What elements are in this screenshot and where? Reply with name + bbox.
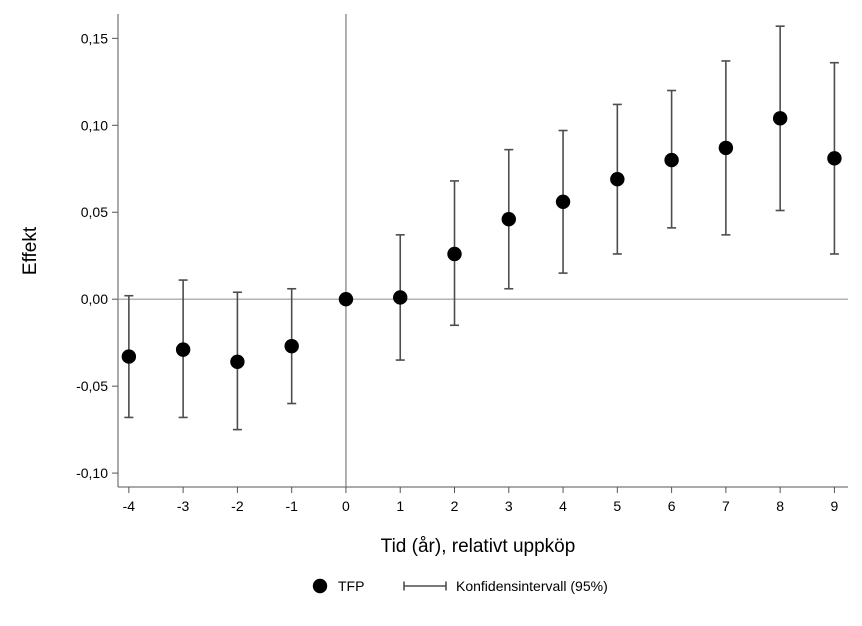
x-tick-label: -4 bbox=[123, 498, 136, 514]
confidence-intervals bbox=[124, 25, 839, 431]
y-tick-label: -0,05 bbox=[76, 378, 108, 394]
x-tick-label: 2 bbox=[451, 498, 459, 514]
legend-ci-label: Konfidensintervall (95%) bbox=[456, 578, 608, 594]
tfp-point bbox=[121, 349, 137, 364]
y-tick-label: -0,10 bbox=[76, 465, 108, 481]
tfp-point bbox=[393, 290, 408, 305]
tfp-point bbox=[175, 342, 191, 357]
x-tick-label: -3 bbox=[177, 498, 190, 514]
tfp-point bbox=[284, 338, 299, 354]
y-tick-label: 0,10 bbox=[81, 117, 108, 133]
x-tick-label: 0 bbox=[342, 498, 350, 514]
x-tick-label: 9 bbox=[831, 498, 839, 514]
x-tick-label: 3 bbox=[505, 498, 513, 514]
axes bbox=[117, 14, 848, 488]
legend: TFP Konfidensintervall (95%) bbox=[312, 578, 608, 594]
x-tick-label: 6 bbox=[668, 498, 676, 514]
tfp-point bbox=[555, 194, 571, 210]
y-axis-label: Effekt bbox=[20, 226, 41, 275]
x-tick-label: 1 bbox=[396, 498, 404, 514]
x-tick-label: 7 bbox=[722, 498, 730, 514]
x-tick-label: 4 bbox=[559, 498, 567, 514]
legend-tfp-marker bbox=[312, 578, 328, 594]
tfp-point bbox=[501, 211, 516, 227]
tfp-point bbox=[447, 246, 462, 262]
y-tick-label: 0,05 bbox=[81, 204, 108, 220]
tfp-point bbox=[338, 291, 354, 307]
x-tick-label: -1 bbox=[285, 498, 298, 514]
x-tick-label: -2 bbox=[231, 498, 244, 514]
tfp-point bbox=[664, 152, 679, 168]
tfp-point bbox=[610, 172, 625, 187]
tick-labels: -0,10 -0,05 0,00 0,05 0,10 0,15 -4 -3 -2 -1 0 1 2 3 4 5… bbox=[76, 30, 838, 514]
tfp-point bbox=[230, 354, 245, 369]
x-axis-label: Tid (år), relativt uppköp bbox=[381, 536, 576, 557]
reference-lines bbox=[118, 14, 848, 487]
x-tick-label: 5 bbox=[613, 498, 621, 514]
legend-tfp-label: TFP bbox=[338, 578, 364, 594]
tfp-point bbox=[772, 111, 788, 126]
y-tick-label: 0,15 bbox=[81, 30, 108, 46]
y-tick-label: 0,00 bbox=[81, 291, 108, 307]
tfp-points bbox=[121, 111, 842, 369]
tfp-point bbox=[718, 140, 734, 156]
x-tick-label: 8 bbox=[776, 498, 784, 514]
tfp-point bbox=[827, 151, 842, 166]
